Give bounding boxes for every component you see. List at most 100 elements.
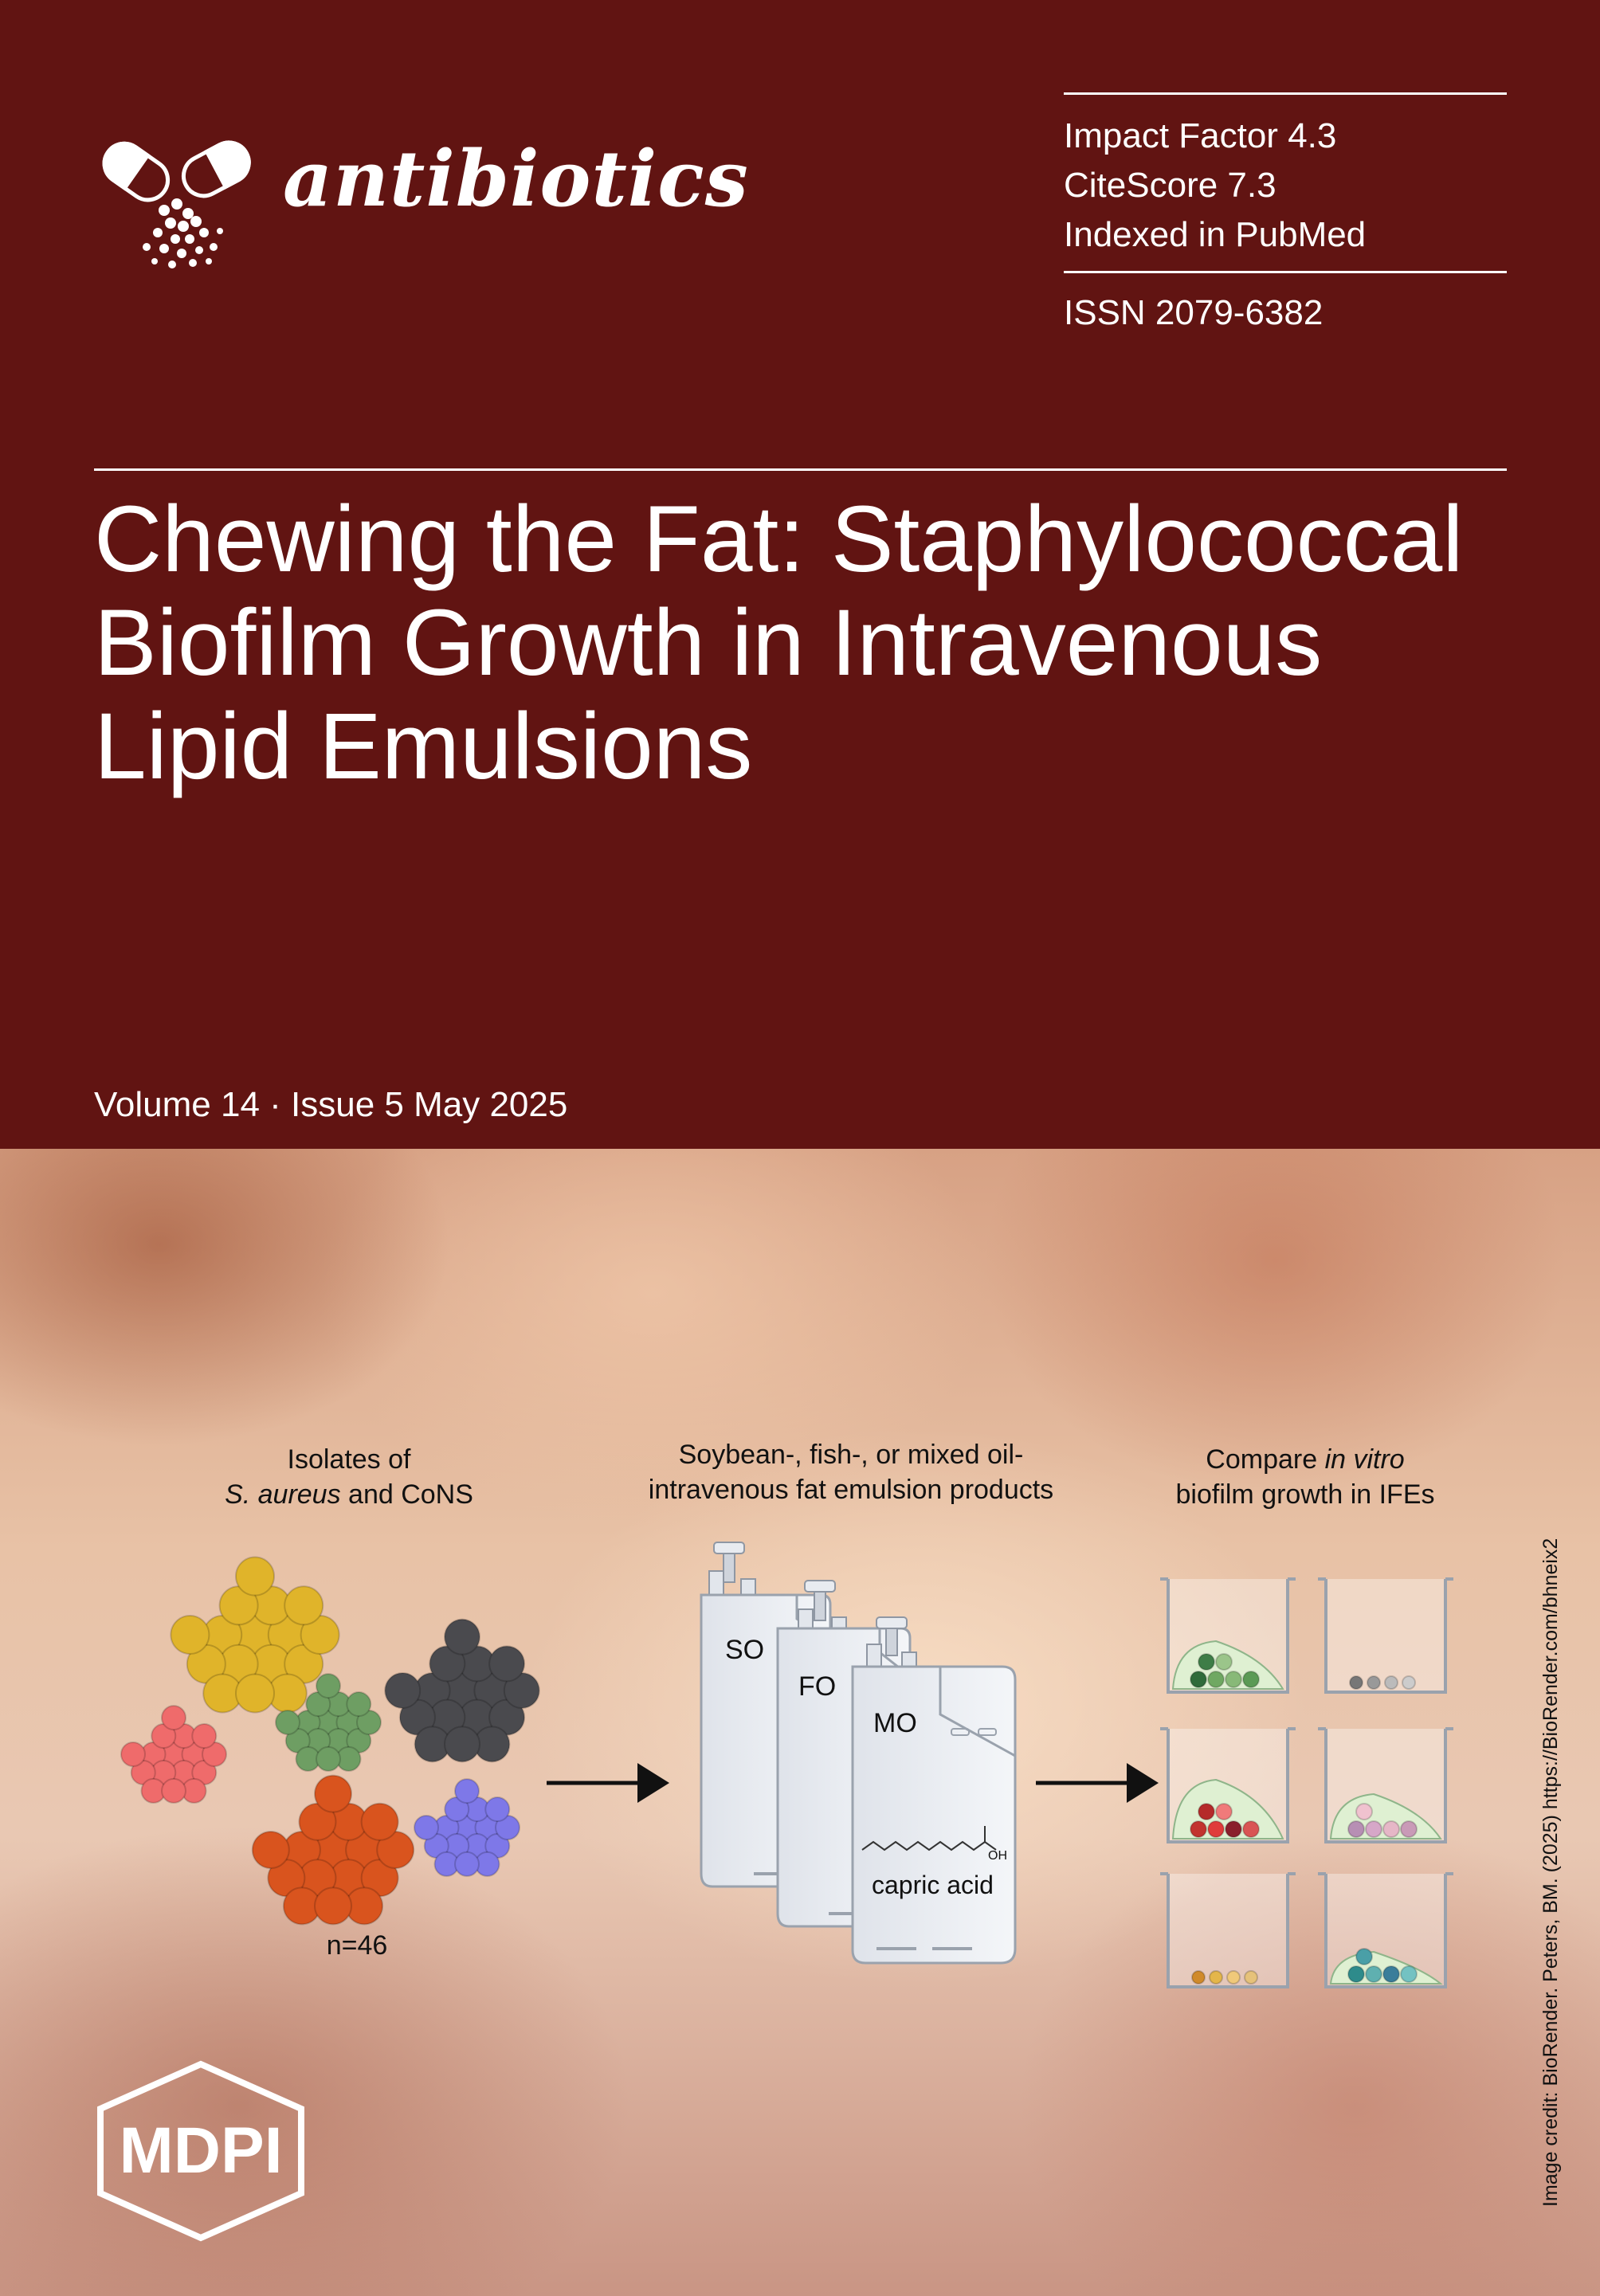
biofilm-well-icon — [1318, 1577, 1453, 1694]
capsule-logo-icon — [102, 140, 251, 268]
article-title: Chewing the Fat: Staphylococcal Biofilm … — [94, 488, 1528, 798]
bacterium-dot — [1242, 1820, 1260, 1838]
coccus-icon — [151, 1723, 177, 1749]
isolates-line1: Isolates of — [287, 1444, 411, 1475]
green-cluster-icon — [275, 1673, 382, 1772]
bacterium-dot — [1242, 1671, 1260, 1688]
biofilm-well-icon — [1318, 1727, 1453, 1843]
bacterial-clusters — [120, 1556, 540, 1926]
capric-acid-label: capric acid — [872, 1871, 994, 1899]
biofilm-well-icon — [1160, 1872, 1296, 1988]
coccus-icon — [360, 1802, 399, 1841]
bacterium-dot — [1198, 1803, 1215, 1820]
bacterium-dot — [1400, 1820, 1418, 1838]
bacterium-dot — [1207, 1820, 1225, 1838]
well-outline — [1318, 1577, 1453, 1694]
volume-issue-date: Volume 14 · Issue 5 May 2025 — [94, 1085, 568, 1124]
coccus-icon — [398, 1698, 436, 1736]
coccus-icon — [444, 1618, 480, 1655]
compare-word: Compare — [1206, 1444, 1325, 1475]
coccus-icon — [275, 1710, 300, 1735]
coccus-icon — [284, 1585, 324, 1626]
bacterium-dot — [1402, 1675, 1416, 1690]
coccus-icon — [284, 1727, 311, 1753]
indexed-in: Indexed in PubMed — [1064, 215, 1367, 254]
coccus-icon — [191, 1759, 218, 1785]
title-line: Biofilm Growth in Intravenous — [94, 590, 1323, 695]
iv-bag-mo-icon — [851, 1616, 1017, 1965]
coccus-icon — [202, 1742, 227, 1767]
bacterium-dot — [1190, 1671, 1207, 1688]
biofilm-well-icon — [1160, 1577, 1296, 1694]
coccus-icon — [130, 1759, 156, 1785]
sample-size: n=46 — [326, 1930, 388, 1961]
bacterium-dot — [1225, 1820, 1242, 1838]
cover-header-panel: antibiotics Impact Factor 4.3 CiteScore … — [94, 92, 1528, 1124]
bacterium-dot — [1355, 1948, 1373, 1965]
mdpi-logo: MDPI — [97, 2060, 304, 2242]
bacterium-dot — [1244, 1970, 1258, 1985]
coccus-icon — [414, 1815, 439, 1840]
coccus-icon — [120, 1742, 146, 1767]
biofilm-well-icon — [1318, 1872, 1453, 1988]
image-credit: Image credit: BioRender. Peters, BM. (20… — [1539, 1538, 1562, 2207]
bacterium-dot — [1365, 1820, 1382, 1838]
bacterium-dot — [1400, 1965, 1418, 1983]
bacterium-dot — [1215, 1653, 1233, 1671]
coccus-icon — [300, 1615, 340, 1655]
bacterium-dot — [1198, 1653, 1215, 1671]
bacterium-dot — [1191, 1970, 1206, 1985]
coccus-icon — [170, 1615, 210, 1655]
bacterium-dot — [1367, 1675, 1381, 1690]
coccus-icon — [267, 1859, 306, 1898]
coccus-icon — [444, 1796, 470, 1823]
purple-cluster-icon — [414, 1778, 520, 1877]
coccus-icon — [305, 1691, 331, 1718]
coccus-icon — [423, 1832, 449, 1859]
journal-name: antibiotics — [283, 134, 749, 224]
in-vitro: in vitro — [1324, 1444, 1405, 1475]
coccus-icon — [360, 1859, 399, 1898]
coccus-icon — [191, 1723, 218, 1749]
products-label: Soybean-, fish-, or mixed oil- intraveno… — [612, 1437, 1090, 1507]
coccus-icon — [376, 1831, 415, 1869]
infographic: SO FO MO OH capric acid — [120, 1542, 1453, 1988]
impact-factor: Impact Factor 4.3 — [1064, 116, 1337, 155]
biofilm-well-icon — [1160, 1727, 1296, 1843]
coccus-icon — [484, 1832, 511, 1859]
coccus-icon — [161, 1777, 186, 1804]
dark-cluster-icon — [384, 1618, 540, 1763]
bacterium-dot — [1190, 1820, 1207, 1838]
bacterium-dot — [1384, 1675, 1398, 1690]
coccus-icon — [503, 1672, 540, 1709]
metrics-top-rule — [1064, 92, 1507, 95]
bacterium-dot — [1209, 1970, 1223, 1985]
coccus-icon — [161, 1705, 186, 1731]
coccus-icon — [346, 1727, 372, 1753]
coccus-icon — [454, 1851, 480, 1877]
coccus-icon — [235, 1673, 275, 1714]
coccus-icon — [444, 1726, 480, 1763]
cover-image-panel: SO FO MO OH capric acid Isolates of S. a… — [0, 1149, 1600, 2296]
coccus-icon — [384, 1672, 422, 1709]
pink-cluster-icon — [120, 1705, 227, 1804]
orange-cluster-icon — [251, 1774, 415, 1926]
bacterium-dot — [1382, 1820, 1400, 1838]
bag-label-so: SO — [725, 1635, 764, 1665]
isolates-label: Isolates of S. aureus and CoNS — [190, 1442, 508, 1512]
oh-label: OH — [988, 1849, 1007, 1863]
issn: ISSN 2079-6382 — [1064, 293, 1324, 332]
products-line1: Soybean-, fish-, or mixed oil- — [678, 1440, 1024, 1470]
bacterium-dot — [1355, 1803, 1373, 1820]
species-name: S. aureus — [225, 1479, 341, 1510]
bacterium-dot — [1349, 1675, 1363, 1690]
coccus-icon — [429, 1645, 466, 1683]
bacterium-dot — [1225, 1671, 1242, 1688]
title-rule — [94, 468, 1507, 471]
mdpi-logo-text: MDPI — [120, 2114, 283, 2187]
title-line: Lipid Emulsions — [94, 694, 753, 799]
coccus-icon — [488, 1698, 526, 1736]
coccus-icon — [495, 1815, 520, 1840]
coccus-icon — [251, 1831, 290, 1869]
